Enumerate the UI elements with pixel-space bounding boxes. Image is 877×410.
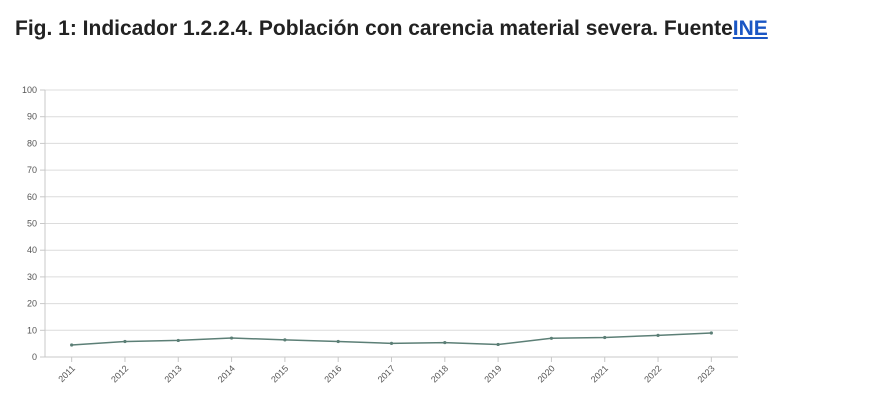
x-tick-label-2014: 2014 bbox=[216, 363, 237, 384]
data-point-2018 bbox=[443, 340, 447, 345]
data-point-2019 bbox=[496, 342, 500, 347]
data-point-2020 bbox=[549, 336, 554, 340]
y-tick-label-80: 80 bbox=[27, 138, 37, 148]
data-point-2023 bbox=[709, 331, 713, 335]
data-point-2021 bbox=[603, 335, 607, 340]
y-tick-label-50: 50 bbox=[27, 219, 37, 229]
y-tick-label-100: 100 bbox=[22, 85, 37, 95]
x-tick-label-2017: 2017 bbox=[376, 363, 397, 384]
data-point-2011 bbox=[70, 343, 74, 347]
x-tick-label-2015: 2015 bbox=[269, 363, 290, 384]
data-point-2012 bbox=[123, 339, 127, 344]
x-axis-ticks: 2011 2012 2013 2014 2015 2016 2017 2018 2019 2020… bbox=[56, 357, 717, 385]
y-axis-ticks: 0 10 20 30 40 50 60 70 80 90 100 bbox=[22, 85, 45, 362]
x-tick-label-2021: 2021 bbox=[589, 363, 610, 384]
y-tick-label-60: 60 bbox=[27, 192, 37, 202]
x-tick-label-2023: 2023 bbox=[696, 363, 717, 384]
y-tick-label-20: 20 bbox=[27, 299, 37, 309]
source-link-ine[interactable]: INE bbox=[732, 17, 768, 40]
data-point-2017 bbox=[389, 341, 394, 345]
data-point-2015 bbox=[283, 338, 287, 342]
data-point-2014 bbox=[229, 336, 234, 340]
x-tick-label-2016: 2016 bbox=[322, 363, 343, 384]
y-tick-label-70: 70 bbox=[27, 165, 37, 175]
x-tick-label-2019: 2019 bbox=[482, 363, 503, 384]
grid-lines bbox=[44, 89, 738, 358]
x-tick-label-2011: 2011 bbox=[56, 363, 77, 384]
x-tick-label-2018: 2018 bbox=[429, 363, 450, 384]
chart-title: Fig. 1: Indicador 1.2.2.4. Población con… bbox=[15, 17, 768, 41]
data-point-2013 bbox=[176, 338, 180, 343]
x-tick-label-2020: 2020 bbox=[536, 363, 557, 384]
data-point-2022 bbox=[656, 333, 660, 337]
data-point-2016 bbox=[336, 339, 340, 344]
x-tick-label-2022: 2022 bbox=[642, 363, 663, 384]
y-tick-label-90: 90 bbox=[27, 112, 37, 122]
y-tick-label-10: 10 bbox=[27, 325, 37, 335]
series-layer bbox=[70, 331, 713, 347]
y-tick-label-30: 30 bbox=[27, 272, 37, 282]
chart-title-text: Fig. 1: Indicador 1.2.2.4. Población con… bbox=[15, 17, 733, 40]
y-tick-label-0: 0 bbox=[32, 352, 37, 362]
y-tick-label-40: 40 bbox=[27, 245, 37, 255]
x-tick-label-2013: 2013 bbox=[162, 363, 183, 384]
x-tick-label-2012: 2012 bbox=[109, 363, 130, 384]
